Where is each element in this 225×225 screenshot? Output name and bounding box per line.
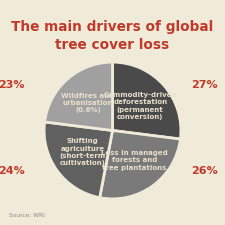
Wedge shape <box>112 62 181 139</box>
Wedge shape <box>45 62 112 130</box>
Text: 26%: 26% <box>191 166 218 176</box>
Text: 23%: 23% <box>0 81 25 90</box>
Wedge shape <box>100 130 180 199</box>
Text: 24%: 24% <box>0 166 25 176</box>
Wedge shape <box>44 122 112 198</box>
Text: Commodity-driven
deforestation
(permanent
conversion): Commodity-driven deforestation (permanen… <box>104 92 177 120</box>
Text: Source: WRI: Source: WRI <box>9 213 45 218</box>
Text: The main drivers of global
tree cover loss: The main drivers of global tree cover lo… <box>11 20 214 52</box>
Text: Wildfires and
urbanisation
(0.6%): Wildfires and urbanisation (0.6%) <box>61 92 115 113</box>
Text: Shifting
agriculture
(short-term
cultivation): Shifting agriculture (short-term cultiva… <box>60 138 106 166</box>
Text: 27%: 27% <box>191 81 218 90</box>
Text: Loss in managed
forests and
tree plantations: Loss in managed forests and tree plantat… <box>101 150 168 171</box>
